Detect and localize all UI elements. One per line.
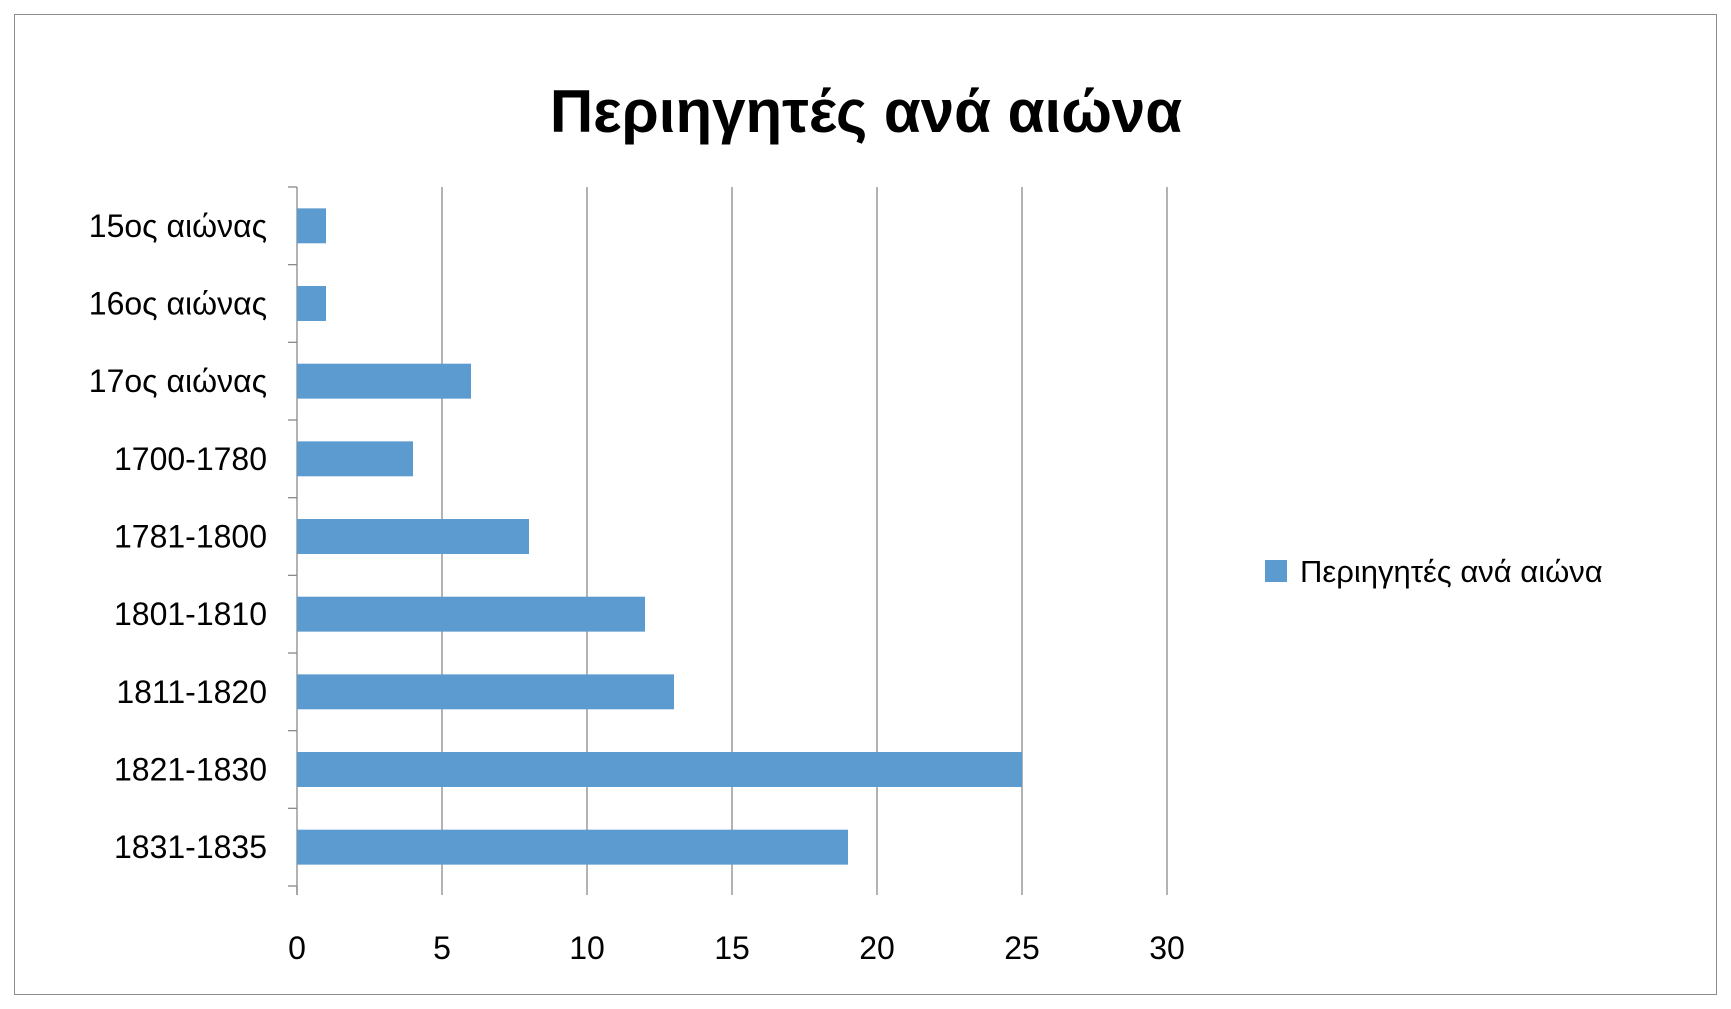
x-tick-label: 15	[714, 930, 750, 966]
x-tick-label: 0	[288, 930, 306, 966]
bar	[297, 363, 471, 399]
x-tick-label: 5	[433, 930, 451, 966]
value-axis-labels: 0 5 10 15 20 25 30	[288, 930, 1185, 966]
bar	[297, 829, 848, 865]
category-label: 1781-1800	[114, 519, 267, 555]
bar	[297, 208, 326, 244]
category-axis-labels: 15ος αιώνας 16ος αιώνας 17ος αιώνας 1700-17…	[89, 208, 267, 865]
x-tick-label: 25	[1004, 930, 1040, 966]
category-label: 16ος αιώνας	[89, 286, 267, 322]
legend: Περιηγητές ανά αιώνα	[1265, 554, 1603, 589]
category-label: 1811-1820	[116, 674, 267, 710]
chart-title: Περιηγητές ανά αιώνα	[550, 78, 1182, 145]
category-label: 1821-1830	[114, 752, 267, 788]
legend-swatch	[1265, 560, 1287, 582]
x-tick-label: 20	[859, 930, 895, 966]
category-label: 1831-1835	[114, 829, 267, 865]
bar	[297, 752, 1022, 787]
bar	[297, 596, 645, 632]
bar	[297, 441, 413, 477]
category-label: 1801-1810	[114, 596, 267, 632]
bar	[297, 286, 326, 321]
bar	[297, 519, 529, 554]
category-label: 1700-1780	[114, 441, 267, 477]
bars	[297, 208, 1022, 865]
category-label: 17ος αιώνας	[89, 363, 267, 399]
category-label: 15ος αιώνας	[89, 208, 267, 244]
legend-label: Περιηγητές ανά αιώνα	[1300, 554, 1603, 589]
bar	[297, 674, 674, 710]
x-tick-label: 10	[569, 930, 605, 966]
x-tick-label: 30	[1149, 930, 1185, 966]
